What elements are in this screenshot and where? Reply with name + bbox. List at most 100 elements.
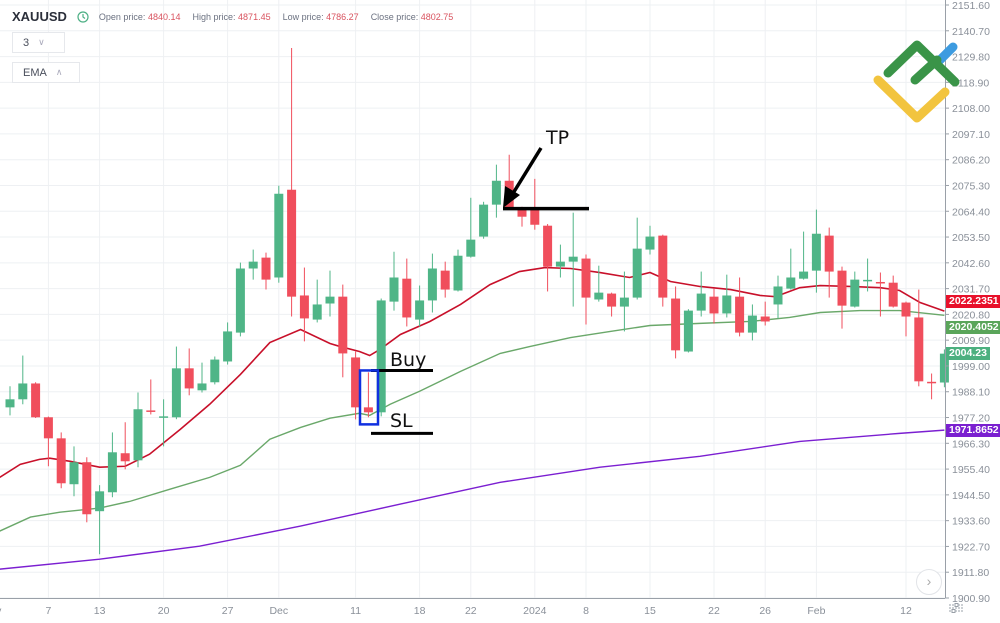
price-tick-label: 1977.20 [952,413,990,425]
interval-dropdown[interactable]: 3 ∨ [12,32,65,53]
price-tick-label: 1999.00 [952,361,990,373]
price-tick-label: 1933.60 [952,516,990,528]
date-tick-label: 7 [45,605,51,617]
candle-body [159,416,169,418]
candle [248,249,258,280]
candle [696,271,706,317]
candle-body [709,296,719,314]
candle-body [607,293,617,307]
candle [274,185,284,283]
symbol-name[interactable]: XAUUSD [12,9,67,24]
candle-body [415,300,425,320]
candle [82,457,92,523]
candle-body [722,295,732,314]
scroll-to-latest-button[interactable]: › [916,569,942,595]
candle [351,351,361,420]
candle-body [517,207,527,217]
candle [184,348,194,396]
candle-body [31,383,41,418]
candle-body [107,452,117,493]
candle-body [594,292,604,300]
candle [594,265,604,302]
candle [530,178,540,230]
tp-arrow-head-icon [503,186,520,208]
price-tick-label: 2097.10 [952,129,990,141]
candle [453,249,463,292]
candle [210,356,220,385]
candle [555,244,565,278]
candle-body [543,225,553,267]
date-tick-label: 22 [708,605,720,617]
candle [786,248,796,290]
price-axis[interactable]: 2151.60 2140.70 2129.80 2118.90 2108.00 2097.… [945,0,990,605]
candle [223,322,233,365]
candle [632,217,642,300]
price-tick-label: 1988.10 [952,387,990,399]
candle-body [875,281,885,284]
candle-body [466,239,476,257]
candle-body [811,233,821,271]
candle [888,275,898,308]
date-tick-label: Feb [807,605,825,617]
ema-line-purple [0,429,945,570]
candle [811,209,821,293]
candle-body [632,248,642,298]
candle-body [491,180,501,205]
candle-body [683,310,693,352]
candle [722,274,732,318]
candle [363,372,373,418]
price-tick-label: 2075.30 [952,180,990,192]
chart-header: XAUUSD Open price: 4840.14 High price: 4… [12,9,465,24]
candle [850,271,860,308]
date-tick-label: 26 [759,605,771,617]
candle [31,382,41,418]
candle-body [402,278,412,318]
candle [543,224,553,292]
ema-indicator-toggle[interactable]: EMA ∧ [12,62,80,83]
price-tick-label: 1944.50 [952,490,990,502]
candle [683,309,693,353]
candle-body [696,293,706,311]
candle [146,379,156,415]
candle [69,446,79,497]
candle-body [939,353,949,383]
candle-body [824,235,834,272]
candle-body [440,270,450,290]
candle [389,251,399,311]
candle-body [299,295,309,319]
clock-icon[interactable] [77,10,89,23]
candle [901,301,911,337]
candle [5,386,15,416]
candle-body [581,258,591,298]
ema-red-price-label: 2022.2351 [946,295,1000,308]
price-tick-label: 2042.60 [952,258,990,270]
chevron-up-icon: ∧ [55,67,63,77]
grid [0,0,945,599]
candle-body [555,261,565,267]
candle-body [427,268,437,301]
ema-green-price-label: 2020.4052 [946,320,1000,334]
candle-body [82,462,92,515]
candle-body [146,410,156,412]
date-tick-label: 12 [900,605,912,617]
candle [581,254,591,325]
candle [799,231,809,280]
candle-body [363,407,373,413]
price-tick-label: 1966.30 [952,438,990,450]
axis-settings-icon[interactable] [948,602,964,614]
candle [773,275,783,319]
open-price: Open price: 4840.14 [98,11,181,22]
candle [914,289,924,387]
candle [939,349,949,388]
time-axis[interactable]: Nov 7 13 20 27 Dec 11 18 22 2024 8 15 22 26 Feb 12 [0,605,912,617]
price-tick-label: 2086.20 [952,155,990,167]
date-tick-label: 11 [350,605,361,617]
date-tick-label: Dec [269,605,288,617]
candle [325,270,335,317]
date-tick-label: 13 [94,605,106,617]
candle-body [95,491,105,512]
candle-body [210,359,220,383]
candle [440,261,450,298]
candle-body [389,277,399,302]
